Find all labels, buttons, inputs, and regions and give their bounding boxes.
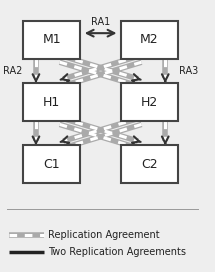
Text: H2: H2	[141, 96, 158, 109]
Bar	[23, 146, 80, 183]
Text: Two Replication Agreements: Two Replication Agreements	[48, 247, 186, 257]
Text: RA1: RA1	[91, 17, 110, 27]
Text: H1: H1	[43, 96, 60, 109]
Bar	[23, 21, 80, 59]
Text: M2: M2	[140, 33, 159, 47]
Text: C1: C1	[43, 158, 60, 171]
Text: RA2: RA2	[3, 66, 23, 76]
Bar	[121, 83, 178, 121]
Bar	[121, 21, 178, 59]
Text: RA3: RA3	[179, 66, 198, 76]
Text: M1: M1	[42, 33, 61, 47]
Text: C2: C2	[141, 158, 158, 171]
Bar	[121, 146, 178, 183]
Text: Replication Agreement: Replication Agreement	[48, 230, 159, 240]
Bar	[23, 83, 80, 121]
